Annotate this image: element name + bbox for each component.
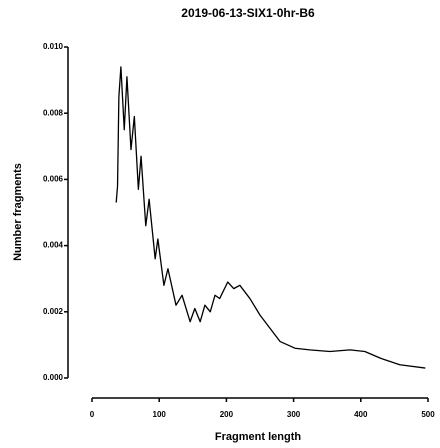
- x-tick-label: 100: [153, 410, 167, 419]
- x-tick-label: 0: [90, 410, 95, 419]
- chart-title: 2019-06-13-SIX1-0hr-B6: [181, 6, 315, 20]
- x-axis-label: Fragment length: [215, 431, 301, 443]
- x-tick-label: 400: [354, 410, 368, 419]
- y-tick-label: 0.006: [43, 175, 64, 184]
- x-tick-label: 500: [421, 410, 435, 419]
- y-tick-label: 0.010: [43, 42, 64, 51]
- y-tick-label: 0.002: [43, 307, 64, 316]
- x-tick-label: 200: [220, 410, 234, 419]
- x-tick-label: 300: [287, 410, 301, 419]
- y-tick-label: 0.008: [43, 108, 64, 117]
- y-tick-label: 0.000: [43, 373, 64, 382]
- data-line: [115, 66, 426, 369]
- y-tick-label: 0.004: [43, 241, 64, 250]
- y-axis-label: Number fragments: [12, 163, 24, 261]
